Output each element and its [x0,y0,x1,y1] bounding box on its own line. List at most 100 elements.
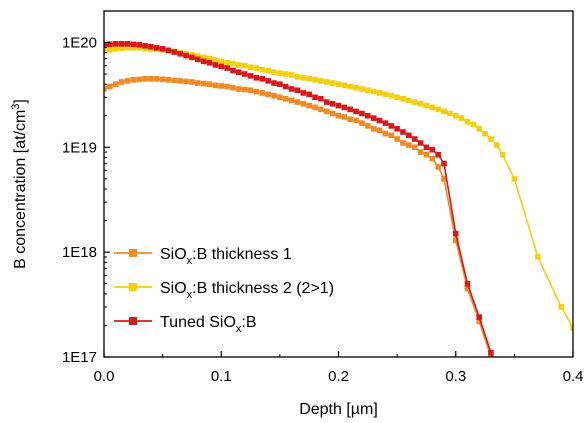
data-point [277,94,283,101]
data-point [136,76,142,83]
data-point [241,62,248,69]
data-point [441,160,447,167]
x-tick-label: 0.3 [445,368,466,385]
data-point [464,280,471,287]
data-point [124,44,131,51]
data-point [212,62,219,68]
data-point [312,104,318,111]
data-point [130,41,137,48]
data-point [476,318,482,324]
data-point [206,59,213,66]
data-point [265,91,271,98]
x-tick-label: 0.1 [211,368,232,385]
data-point [136,41,142,48]
data-point [411,136,418,142]
data-point [370,126,377,132]
data-point [382,91,389,98]
data-point [241,71,248,77]
data-point [107,83,113,90]
data-point [394,94,400,101]
data-point [359,120,365,126]
data-point [441,176,447,182]
data-point [400,96,406,102]
data-point [306,91,312,98]
data-point [224,65,230,71]
data-point [417,140,424,146]
data-point [306,102,312,109]
data-point [130,44,137,51]
data-point [406,132,412,139]
series-1 [104,76,518,423]
plot-frame [103,10,574,358]
data-point [335,102,342,109]
data-point [294,87,301,94]
data-point [388,92,395,99]
data-point [142,42,148,49]
data-point [359,110,365,117]
legend-item-2: SiOx:B thickness 2 (2>1) [114,280,334,301]
data-point [318,96,324,102]
data-point [347,106,354,113]
data-point [288,97,295,104]
data-point [148,76,154,82]
data-point [247,73,254,79]
data-point [259,66,266,73]
data-point [464,285,471,292]
legend: SiOx:B thickness 1 SiOx:B thickness 2 (2>… [114,246,334,335]
y-tick-label: 1E17 [62,349,97,366]
data-point [282,83,289,90]
data-point [441,108,447,115]
data-point [452,230,459,237]
data-point [142,76,148,82]
data-point [488,349,494,356]
data-point [236,86,242,92]
data-point [417,100,424,107]
data-point [353,117,359,124]
data-point [177,78,184,84]
data-point [288,72,295,78]
data-point [236,62,242,68]
data-point [341,82,348,89]
data-point [376,90,383,96]
data-point [107,47,113,53]
data-point [400,129,406,135]
data-point [335,81,342,87]
data-point [512,417,518,423]
data-point [230,60,236,67]
data-point [535,254,541,260]
data-point [482,130,488,137]
data-point [177,50,184,57]
data-point [107,41,113,48]
data-point [253,88,260,95]
data-point [165,47,172,54]
data-point [159,76,166,83]
data-point [353,84,359,91]
data-point [429,146,436,153]
data-point [452,112,459,119]
data-point [200,54,207,61]
data-point [341,114,348,120]
data-point [300,100,307,107]
data-point [247,87,254,94]
data-point [294,99,301,105]
data-point [224,59,230,66]
data-point [323,99,330,105]
legend-label: SiOx:B thickness 2 (2>1) [160,280,334,301]
data-point [294,74,301,80]
data-point [370,115,377,121]
data-point [406,142,412,148]
data-point [500,386,506,392]
data-point [429,155,436,162]
data-point [335,112,342,119]
data-point [277,70,283,76]
data-point [189,54,195,61]
data-point [499,151,506,158]
data-point [359,86,365,92]
data-point [306,76,312,82]
data-point [365,112,371,119]
series-line [104,43,494,357]
data-point [253,75,260,81]
data-point [406,97,412,104]
data-point [329,80,336,86]
data-point [365,87,371,94]
